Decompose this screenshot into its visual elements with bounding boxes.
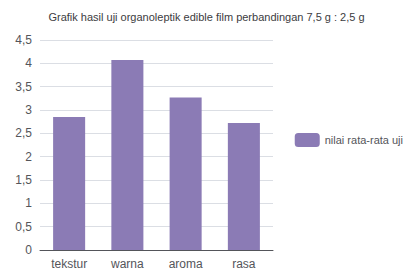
svg-text:3,5: 3,5 [15, 80, 32, 94]
svg-text:Grafik hasil uji organoleptik: Grafik hasil uji organoleptik edible fil… [48, 11, 364, 23]
svg-text:2,5: 2,5 [15, 126, 32, 140]
svg-text:nilai rata-rata uji: nilai rata-rata uji [325, 134, 403, 146]
svg-text:2: 2 [25, 150, 32, 164]
svg-text:0,5: 0,5 [15, 220, 32, 234]
svg-text:4: 4 [25, 56, 32, 70]
svg-text:3: 3 [25, 103, 32, 117]
svg-text:1: 1 [25, 196, 32, 210]
svg-text:4,5: 4,5 [15, 33, 32, 47]
svg-text:0: 0 [25, 243, 32, 257]
svg-text:rasa: rasa [232, 257, 256, 271]
svg-text:warna: warna [110, 257, 144, 271]
svg-text:aroma: aroma [169, 257, 203, 271]
svg-text:tekstur: tekstur [51, 257, 87, 271]
svg-text:1,5: 1,5 [15, 173, 32, 187]
